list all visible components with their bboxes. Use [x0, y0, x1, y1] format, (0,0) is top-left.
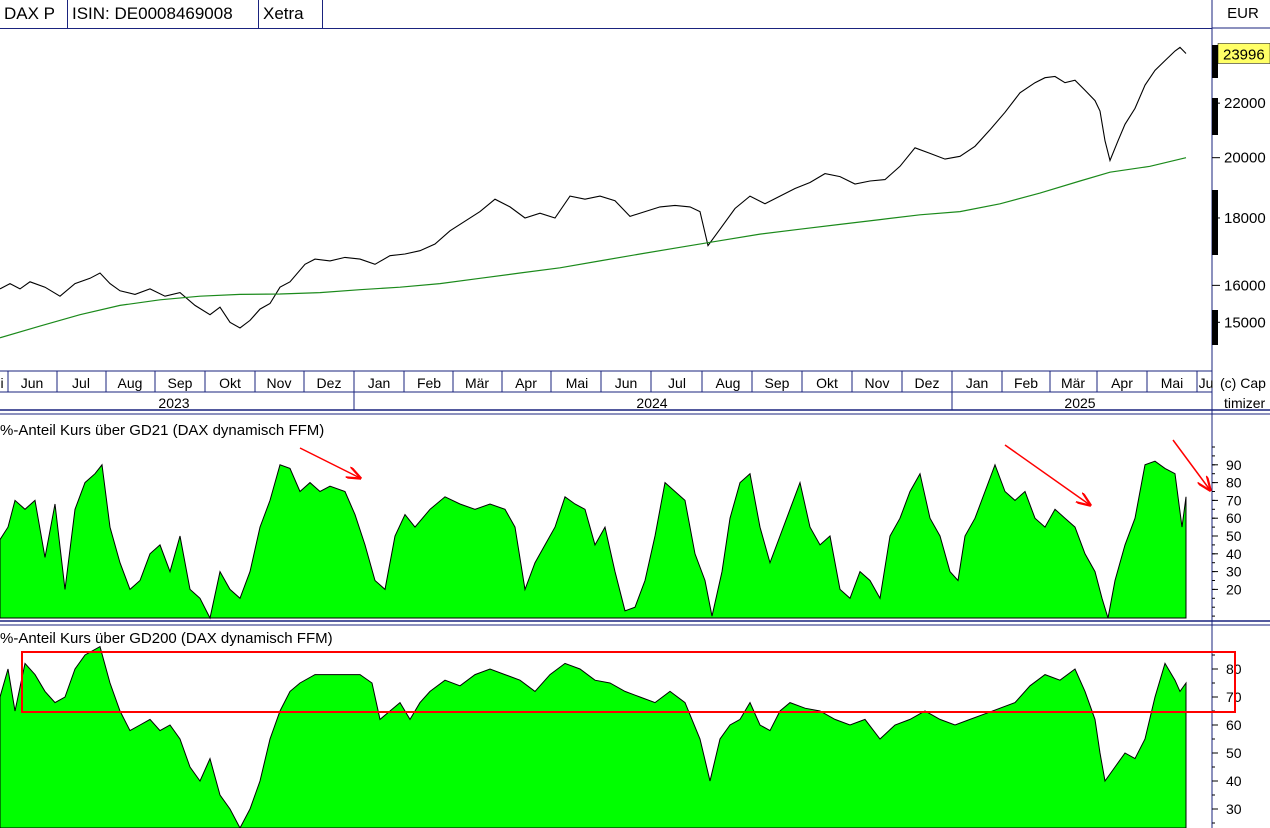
indicator-tick-label: 80: [1226, 475, 1242, 491]
month-label: Sep: [765, 375, 790, 391]
month-label: Sep: [168, 375, 193, 391]
year-label: 2024: [636, 395, 667, 411]
indicator-tick-label: 60: [1226, 717, 1242, 733]
currency-label: EUR: [1227, 5, 1259, 22]
annotation-box: [21, 651, 1236, 713]
month-label: Mär: [1061, 375, 1085, 391]
indicator-tick-label: 70: [1226, 492, 1242, 508]
month-label: Jun: [21, 375, 44, 391]
annotation-arrow: [299, 447, 360, 478]
month-label: Dez: [317, 375, 342, 391]
month-label: Apr: [515, 375, 537, 391]
month-label: Apr: [1111, 375, 1133, 391]
indicator-title-1: %-Anteil Kurs über GD21 (DAX dynamisch F…: [0, 422, 324, 439]
annotation-arrow: [1172, 439, 1210, 490]
indicator-tick-label: 50: [1226, 528, 1242, 544]
indicator-area-2: [0, 645, 1187, 828]
price-axis-band: [1212, 98, 1218, 135]
copyright-line1: (c) Cap: [1220, 375, 1266, 391]
indicator-title-2: %-Anteil Kurs über GD200 (DAX dynamisch …: [0, 630, 333, 647]
year-label: 2023: [158, 395, 189, 411]
month-label: Mär: [465, 375, 489, 391]
indicator-tick-label: 70: [1226, 689, 1242, 705]
indicator-tick-label: 20: [1226, 581, 1242, 597]
price-line: [0, 46, 1187, 329]
indicator-tick-label: 30: [1226, 564, 1242, 580]
month-label: Nov: [865, 375, 890, 391]
copyright-line2: timizer: [1224, 395, 1266, 411]
price-tick-label: 18000: [1224, 210, 1266, 227]
indicator-tick-label: 30: [1226, 801, 1242, 817]
last-price-label: 23996: [1223, 46, 1265, 63]
month-label: Okt: [816, 375, 838, 391]
price-tick-label: 16000: [1224, 277, 1266, 294]
indicator-tick-label: 40: [1226, 546, 1242, 562]
price-axis-band: [1212, 310, 1218, 345]
indicator-tick-label: 50: [1226, 745, 1242, 761]
indicator-tick-label: 80: [1226, 661, 1242, 677]
month-label: Feb: [417, 375, 441, 391]
price-tick-label: 20000: [1224, 150, 1266, 167]
month-label: Dez: [915, 375, 940, 391]
indicator-tick-label: 60: [1226, 510, 1242, 526]
month-label: Mai: [1161, 375, 1184, 391]
month-label: i: [0, 375, 3, 391]
month-label: Jan: [368, 375, 391, 391]
price-tick-label: 15000: [1224, 314, 1266, 331]
price-axis-band: [1212, 190, 1218, 255]
last-price-badge: [1217, 43, 1270, 64]
indicator-tick-label: 40: [1226, 773, 1242, 789]
price-axis-band: [1212, 45, 1218, 78]
month-label: Jul: [668, 375, 686, 391]
month-label: Jun: [615, 375, 638, 391]
month-label: Okt: [219, 375, 241, 391]
indicator-area-1: [0, 460, 1187, 620]
month-label: Ju: [1199, 375, 1214, 391]
month-label: Aug: [118, 375, 143, 391]
header-divider: [0, 28, 1212, 29]
month-label: Aug: [716, 375, 741, 391]
symbol-label: DAX P: [0, 0, 68, 28]
moving-average-line: [0, 157, 1187, 339]
year-label: 2025: [1064, 395, 1095, 411]
indicator-tick-label: 90: [1226, 457, 1242, 473]
exchange-label: Xetra: [259, 0, 323, 28]
month-label: Mai: [566, 375, 589, 391]
month-label: Nov: [267, 375, 292, 391]
price-tick-label: 22000: [1224, 95, 1266, 112]
month-label: Jul: [72, 375, 90, 391]
annotation-arrow: [1004, 444, 1090, 505]
month-label: Feb: [1014, 375, 1038, 391]
month-label: Jan: [966, 375, 989, 391]
isin-label: ISIN: DE0008469008: [68, 0, 259, 28]
